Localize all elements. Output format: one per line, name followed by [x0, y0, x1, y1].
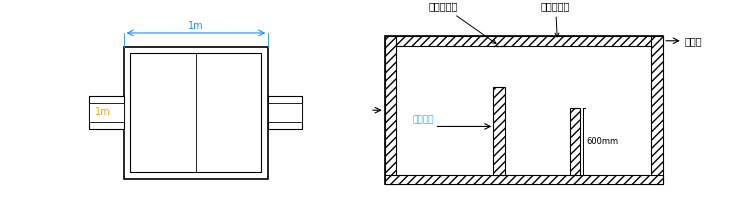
Bar	[385, 36, 397, 185]
Text: 隔油池盖板: 隔油池盖板	[541, 1, 570, 37]
Bar	[493, 87, 505, 175]
Bar	[130, 54, 262, 172]
Text: 600mm: 600mm	[586, 137, 619, 146]
Bar	[570, 108, 580, 175]
Text: 水路通道: 水路通道	[413, 116, 435, 124]
Bar	[268, 103, 303, 122]
Bar	[89, 103, 124, 122]
Text: 1m: 1m	[188, 21, 204, 31]
Bar	[385, 36, 663, 185]
Bar	[385, 175, 663, 185]
Bar	[397, 46, 652, 175]
Bar	[385, 36, 663, 46]
Bar	[124, 47, 268, 179]
Bar	[652, 36, 663, 185]
Text: 1m: 1m	[95, 107, 111, 117]
Text: 隔油池隔断: 隔油池隔断	[429, 1, 496, 43]
Text: 出水口: 出水口	[685, 36, 702, 46]
Bar	[268, 96, 303, 129]
Bar	[89, 96, 124, 129]
